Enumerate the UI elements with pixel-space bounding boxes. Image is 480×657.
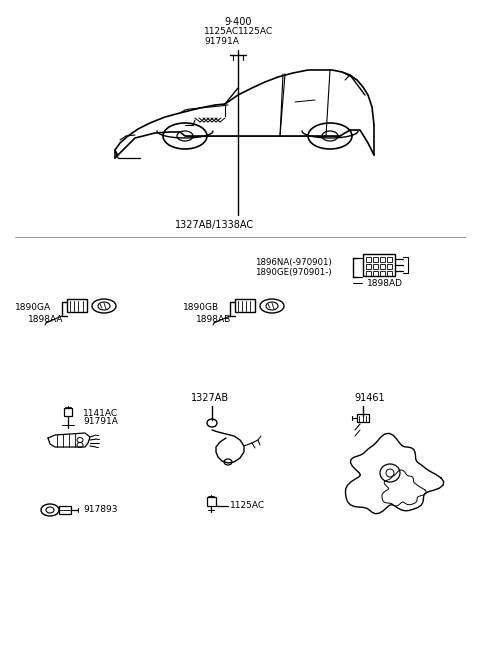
Bar — [387, 264, 392, 269]
Text: 1327AB: 1327AB — [191, 393, 229, 403]
Text: 1898AA: 1898AA — [28, 315, 63, 325]
Bar — [387, 271, 392, 276]
Text: 1327AB/1338AC: 1327AB/1338AC — [175, 220, 254, 230]
Bar — [67, 299, 87, 312]
Text: 91791A: 91791A — [204, 37, 239, 47]
Text: 1898AD: 1898AD — [367, 279, 403, 288]
Text: 1896NA(-970901): 1896NA(-970901) — [255, 258, 332, 267]
Bar — [373, 264, 378, 269]
Text: 1890GE(970901-): 1890GE(970901-) — [255, 269, 332, 277]
Text: 917893: 917893 — [83, 505, 118, 514]
Bar — [363, 254, 395, 276]
Bar — [373, 271, 378, 276]
Text: 91791A: 91791A — [83, 417, 118, 426]
Text: 1141AC: 1141AC — [83, 409, 118, 417]
Text: 1890GB: 1890GB — [183, 304, 219, 313]
Text: 1898AB: 1898AB — [196, 315, 231, 325]
Bar — [366, 264, 371, 269]
Text: 91461: 91461 — [354, 393, 384, 403]
Bar — [373, 257, 378, 262]
Text: 9·400: 9·400 — [224, 17, 252, 27]
Text: 1125AC: 1125AC — [238, 28, 273, 37]
Bar — [235, 299, 255, 312]
Text: 1125AC: 1125AC — [230, 501, 265, 510]
Bar — [366, 271, 371, 276]
Bar — [357, 414, 369, 422]
Bar — [380, 264, 385, 269]
Bar — [380, 271, 385, 276]
Bar — [59, 506, 71, 514]
Bar — [207, 497, 216, 506]
Text: 1125AC: 1125AC — [204, 28, 239, 37]
Bar — [387, 257, 392, 262]
Bar — [366, 257, 371, 262]
Bar — [380, 257, 385, 262]
Bar — [64, 408, 72, 416]
Text: 1890GA: 1890GA — [15, 304, 51, 313]
